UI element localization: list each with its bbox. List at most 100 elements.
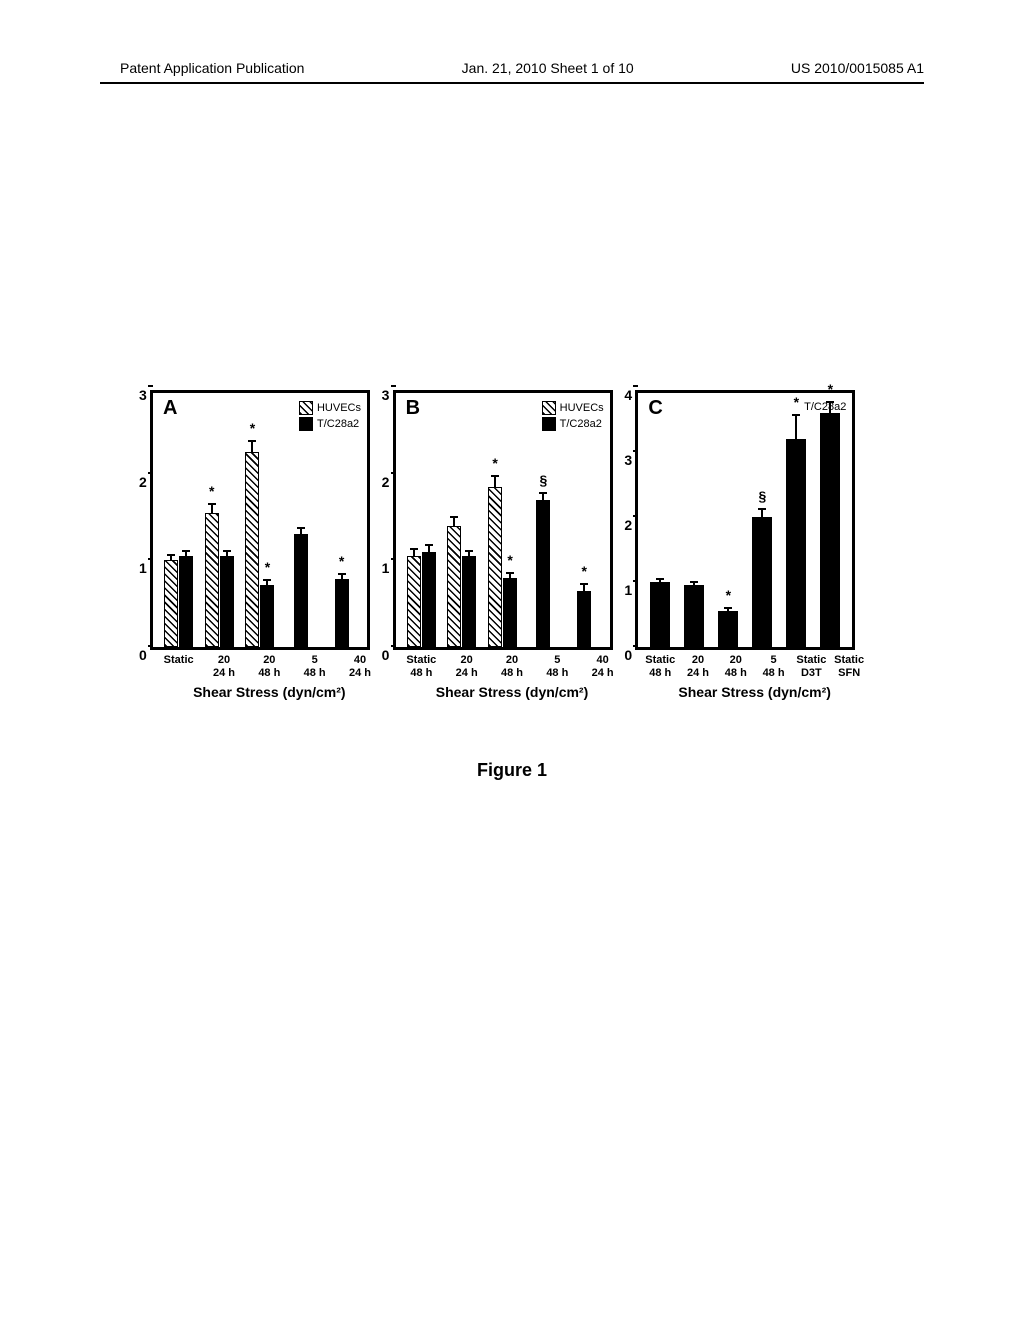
bar: § (752, 517, 772, 647)
panel-a-legend: HUVECs T/C28a2 (299, 401, 361, 433)
xlabel: 2024 h (201, 654, 246, 680)
bar-group: ** (483, 487, 522, 647)
bar: * (577, 591, 591, 647)
panel-c: Relative Luciferase Activity C T/C28a2 *… (635, 390, 874, 650)
bar-group (159, 556, 198, 647)
bar-group: * (814, 413, 846, 647)
bar: * (820, 413, 840, 647)
legend-tc28a2-single: T/C28a2 (804, 401, 846, 413)
legend-huvecs: HUVECs (317, 402, 361, 414)
panel-b: Relative Glutathione Levels B HUVECs T/C… (393, 390, 632, 650)
significance-marker: * (726, 587, 731, 603)
bar: * (335, 579, 349, 647)
header-right: US 2010/0015085 A1 (791, 60, 924, 76)
bar-group: § (524, 500, 563, 647)
panel-a: Relative NQO1 Activity A HUVECs T/C28a2 … (150, 390, 389, 650)
header-center: Jan. 21, 2010 Sheet 1 of 10 (462, 60, 634, 76)
bar-group: * (780, 439, 812, 647)
significance-marker: * (265, 559, 270, 575)
significance-marker: * (507, 552, 512, 568)
ytick-label: 1 (624, 582, 632, 598)
ytick-label: 4 (624, 387, 632, 403)
panel-c-bars: *§** (638, 393, 852, 647)
bar (179, 556, 193, 647)
xlabel: 2024 h (679, 654, 717, 680)
xlabel: 2048 h (489, 654, 534, 680)
legend-swatch-hatch (542, 401, 556, 415)
significance-marker: * (828, 381, 833, 397)
bar-group: * (322, 579, 361, 647)
ytick-label: 2 (139, 474, 147, 490)
bar-group: * (712, 611, 744, 647)
xlabel: 548 h (292, 654, 337, 680)
panel-c-xlabels: Static48 h2024 h2048 h548 hStaticD3TStat… (635, 650, 874, 680)
ytick-label: 0 (382, 647, 390, 663)
ytick-label: 0 (139, 647, 147, 663)
significance-marker: * (582, 563, 587, 579)
page-header: Patent Application Publication Jan. 21, … (0, 60, 1024, 76)
significance-marker: * (339, 553, 344, 569)
panel-c-letter: C (644, 397, 668, 422)
bar-group (442, 526, 481, 647)
ytick-label: 0 (624, 647, 632, 663)
xlabel: 2048 h (717, 654, 755, 680)
bar (407, 556, 421, 647)
bar-group (678, 585, 710, 647)
header-left: Patent Application Publication (120, 60, 304, 76)
bar: * (718, 611, 738, 647)
header-rule (100, 82, 924, 84)
xlabel: 2048 h (247, 654, 292, 680)
ytick-label: 1 (382, 560, 390, 576)
bar-group: § (746, 517, 778, 647)
bar-group: ** (241, 452, 280, 647)
bar (220, 556, 234, 647)
ytick-label: 2 (382, 474, 390, 490)
panel-a-xlabels: Static2024 h2048 h548 h4024 h (150, 650, 389, 680)
bar (164, 560, 178, 647)
bar (447, 526, 461, 647)
panel-c-legend: T/C28a2 (804, 401, 846, 415)
xlabel: Static (156, 654, 201, 680)
bar: * (245, 452, 259, 647)
panel-b-xtitle: Shear Stress (dyn/cm²) (436, 684, 589, 700)
legend-swatch-solid (542, 417, 556, 431)
panel-a-xtitle: Shear Stress (dyn/cm²) (193, 684, 346, 700)
bar: * (260, 585, 274, 647)
bar: * (786, 439, 806, 647)
figure-panels: Relative NQO1 Activity A HUVECs T/C28a2 … (150, 390, 874, 650)
legend-tc28a2: T/C28a2 (317, 418, 359, 430)
xlabel: Static48 h (641, 654, 679, 680)
xlabel: Static48 h (399, 654, 444, 680)
ytick-label: 3 (624, 452, 632, 468)
significance-marker: * (250, 420, 255, 436)
panel-b-letter: B (402, 397, 426, 422)
ytick-label: 3 (382, 387, 390, 403)
ytick-label: 3 (139, 387, 147, 403)
significance-marker: * (794, 394, 799, 410)
bar: * (205, 513, 219, 647)
xlabel: 2024 h (444, 654, 489, 680)
panel-b-plot: B HUVECs T/C28a2 **§* 0123 (393, 390, 613, 650)
bar: * (503, 578, 517, 647)
bar: § (536, 500, 550, 647)
bar (462, 556, 476, 647)
xlabel: 4024 h (337, 654, 382, 680)
bar-group (281, 534, 320, 647)
xlabel: 548 h (755, 654, 793, 680)
panel-c-plot: C T/C28a2 *§** 01234 (635, 390, 855, 650)
bar (650, 582, 670, 647)
significance-marker: * (492, 455, 497, 471)
panel-c-xtitle: Shear Stress (dyn/cm²) (678, 684, 831, 700)
bar (422, 552, 436, 647)
panel-a-letter: A (159, 397, 183, 422)
panel-b-xlabels: Static48 h2024 h2048 h548 h4024 h (393, 650, 632, 680)
ytick-label: 1 (139, 560, 147, 576)
panel-b-legend: HUVECs T/C28a2 (542, 401, 604, 433)
legend-tc28a2: T/C28a2 (560, 418, 602, 430)
xlabel: 548 h (535, 654, 580, 680)
xlabel: 4024 h (580, 654, 625, 680)
significance-marker: § (758, 488, 766, 504)
bar-group: * (565, 591, 604, 647)
figure-caption: Figure 1 (0, 760, 1024, 781)
ytick-label: 2 (624, 517, 632, 533)
